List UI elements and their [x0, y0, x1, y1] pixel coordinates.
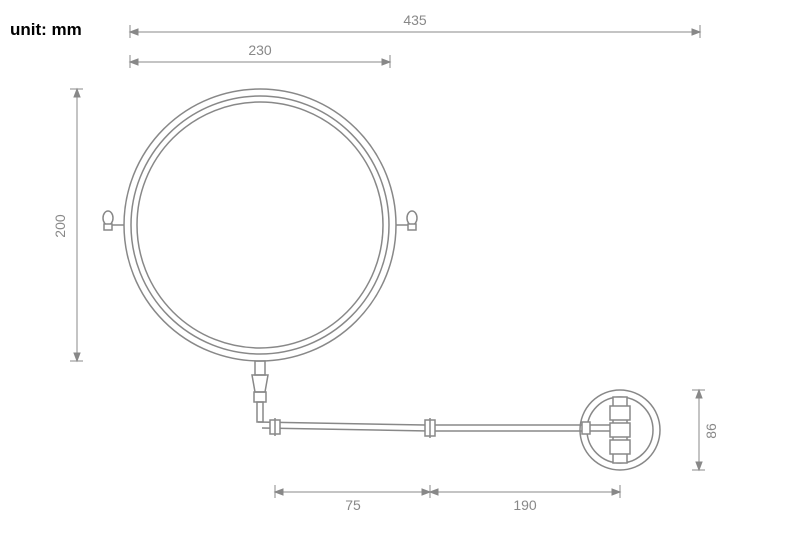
mirror-inner-circle — [137, 102, 383, 348]
dim-label-75: 75 — [342, 497, 364, 513]
arm-joint-2 — [425, 418, 435, 438]
dim-label-230: 230 — [245, 42, 275, 58]
dim-label-190: 190 — [510, 497, 540, 513]
arm-segment-1 — [258, 418, 429, 436]
left-pivot — [103, 211, 124, 230]
wall-mount — [580, 390, 660, 470]
dim-label-435: 435 — [400, 12, 430, 28]
arm-segment-2 — [435, 425, 585, 431]
arm-mount-connector — [582, 422, 610, 434]
dim-label-200: 200 — [52, 211, 68, 241]
dim-label-86: 86 — [703, 420, 719, 442]
right-pivot — [396, 211, 417, 230]
technical-drawing — [0, 0, 790, 557]
dim-200 — [70, 89, 83, 361]
mirror-stem — [252, 361, 268, 422]
mirror-mid-circle — [131, 96, 389, 354]
mirror-outer-circle — [124, 89, 396, 361]
